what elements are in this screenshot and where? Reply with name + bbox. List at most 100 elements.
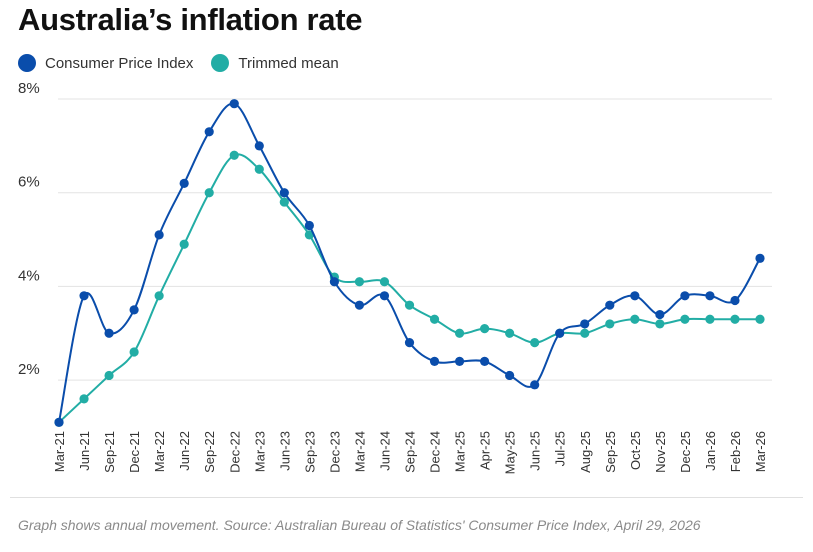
x-tick-label: Jan-26 bbox=[703, 431, 718, 471]
x-tick-label: Oct-25 bbox=[628, 431, 643, 470]
data-point-trimmed-mean bbox=[154, 291, 164, 301]
data-point-cpi bbox=[630, 291, 640, 301]
series-line-cpi bbox=[58, 102, 761, 423]
data-point-cpi bbox=[555, 328, 565, 338]
y-tick-label: 8% bbox=[18, 80, 40, 97]
x-tick-label: Jun-21 bbox=[77, 431, 92, 471]
data-point-cpi bbox=[154, 230, 164, 240]
data-point-cpi bbox=[705, 291, 715, 301]
legend-swatch-cpi bbox=[18, 54, 36, 72]
x-tick-label: Sep-25 bbox=[603, 431, 618, 473]
data-point-cpi bbox=[505, 370, 515, 381]
data-point-trimmed-mean bbox=[354, 277, 365, 287]
x-tick-label: Jun-23 bbox=[277, 431, 292, 471]
chart-title: Australia’s inflation rate bbox=[18, 2, 363, 37]
data-point-trimmed-mean bbox=[605, 319, 615, 329]
data-point-cpi bbox=[379, 291, 390, 301]
x-tick-label: Sep-23 bbox=[302, 431, 317, 473]
data-point-trimmed-mean bbox=[530, 338, 540, 348]
data-point-trimmed-mean bbox=[179, 239, 189, 249]
legend-item-trimmed-mean: Trimmed mean bbox=[211, 54, 339, 72]
data-point-cpi bbox=[79, 291, 89, 301]
data-point-trimmed-mean bbox=[104, 370, 114, 381]
data-point-cpi bbox=[104, 328, 114, 338]
data-point-cpi bbox=[279, 188, 289, 198]
data-point-trimmed-mean bbox=[204, 188, 214, 198]
y-tick-label: 2% bbox=[18, 361, 40, 378]
x-tick-label: Jun-22 bbox=[177, 431, 192, 471]
data-point-cpi bbox=[530, 380, 540, 390]
x-tick-label: Mar-22 bbox=[152, 431, 167, 472]
data-point-cpi bbox=[480, 356, 490, 366]
data-point-trimmed-mean bbox=[404, 300, 415, 310]
x-tick-label: Jul-25 bbox=[553, 431, 568, 466]
y-tick-label: 4% bbox=[18, 267, 40, 284]
data-point-trimmed-mean bbox=[229, 150, 239, 160]
data-point-cpi bbox=[229, 99, 239, 109]
data-point-trimmed-mean bbox=[705, 314, 715, 324]
x-tick-label: Aug-25 bbox=[578, 431, 593, 473]
legend-item-cpi: Consumer Price Index bbox=[18, 54, 193, 72]
data-point-trimmed-mean bbox=[379, 277, 390, 287]
data-point-cpi bbox=[179, 178, 189, 188]
x-tick-label: Jun-25 bbox=[528, 431, 543, 471]
data-point-cpi bbox=[129, 305, 139, 315]
data-point-cpi bbox=[254, 141, 264, 151]
data-point-cpi bbox=[304, 220, 314, 231]
data-point-trimmed-mean bbox=[755, 314, 765, 324]
legend: Consumer Price Index Trimmed mean bbox=[18, 54, 339, 72]
line-chart: 2% 4% 6% 8% Mar-21 Jun-21 Sep-21 Dec-21 Mar-22 Ju… bbox=[18, 80, 772, 474]
data-point-trimmed-mean bbox=[429, 314, 440, 324]
x-tick-label: Mar-26 bbox=[753, 431, 768, 472]
x-tick-label: May-25 bbox=[503, 431, 518, 474]
x-tick-label: Dec-21 bbox=[127, 431, 142, 473]
x-tick-label: Jun-24 bbox=[377, 431, 392, 471]
series-line-trimmed-mean bbox=[58, 153, 760, 424]
data-point-trimmed-mean bbox=[505, 328, 515, 338]
data-point-trimmed-mean bbox=[480, 324, 490, 334]
source-footnote: Graph shows annual movement. Source: Aus… bbox=[18, 517, 701, 533]
x-tick-label: Nov-25 bbox=[653, 431, 668, 473]
data-point-cpi bbox=[680, 291, 690, 301]
data-point-trimmed-mean bbox=[680, 314, 690, 324]
x-tick-label: Sep-24 bbox=[403, 431, 418, 473]
data-point-trimmed-mean bbox=[655, 319, 665, 329]
x-tick-label: Dec-23 bbox=[327, 431, 342, 473]
y-tick-label: 6% bbox=[18, 174, 40, 191]
data-point-trimmed-mean bbox=[279, 197, 289, 207]
data-point-trimmed-mean bbox=[630, 314, 640, 324]
data-point-cpi bbox=[329, 277, 339, 287]
data-point-cpi bbox=[655, 309, 665, 320]
data-point-trimmed-mean bbox=[254, 164, 264, 174]
x-tick-label: Mar-23 bbox=[252, 431, 267, 472]
data-point-cpi bbox=[429, 356, 440, 366]
data-point-cpi bbox=[580, 319, 590, 329]
footer-divider bbox=[10, 497, 803, 498]
x-tick-label: Mar-25 bbox=[453, 431, 468, 472]
data-point-trimmed-mean bbox=[580, 328, 590, 338]
data-point-trimmed-mean bbox=[454, 328, 465, 338]
data-point-trimmed-mean bbox=[730, 314, 740, 324]
data-point-cpi bbox=[454, 356, 465, 366]
x-tick-label: Sep-21 bbox=[102, 431, 117, 473]
data-point-trimmed-mean bbox=[79, 394, 89, 404]
data-point-cpi bbox=[605, 300, 615, 310]
data-point-cpi bbox=[354, 300, 365, 310]
x-tick-label: Mar-24 bbox=[352, 431, 367, 472]
data-point-cpi bbox=[54, 417, 64, 427]
data-point-cpi bbox=[730, 295, 740, 306]
x-tick-label: Dec-22 bbox=[227, 431, 242, 473]
x-tick-label: Sep-22 bbox=[202, 431, 217, 473]
legend-label-trimmed-mean: Trimmed mean bbox=[238, 54, 339, 72]
x-tick-label: Apr-25 bbox=[478, 431, 493, 470]
data-point-trimmed-mean bbox=[129, 347, 139, 357]
legend-label-cpi: Consumer Price Index bbox=[45, 54, 194, 72]
x-tick-label: Dec-25 bbox=[678, 431, 693, 473]
x-tick-label: Dec-24 bbox=[428, 431, 443, 473]
data-point-cpi bbox=[404, 338, 415, 348]
x-tick-label: Mar-21 bbox=[52, 431, 67, 472]
data-point-cpi bbox=[755, 253, 765, 263]
x-tick-label: Feb-26 bbox=[728, 431, 743, 472]
data-point-cpi bbox=[204, 127, 214, 137]
data-point-trimmed-mean bbox=[304, 230, 314, 240]
